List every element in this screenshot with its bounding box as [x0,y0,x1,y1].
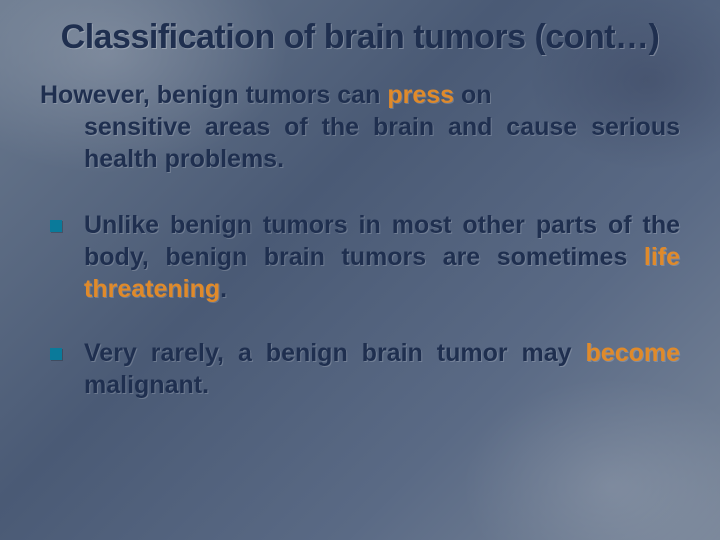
bullet-text: Unlike benign tumors in most other parts… [84,211,680,271]
lead-highlight: press [387,81,454,109]
slide: Classification of brain tumors (cont…) H… [0,0,720,540]
lead-post-line1: on [454,81,492,109]
slide-title: Classification of brain tumors (cont…) [40,18,680,57]
lead-paragraph: However, benign tumors can press on sens… [40,79,680,175]
bullet-highlight: become [586,339,680,367]
bullet-text: malignant. [84,371,209,399]
lead-post-rest: sensitive areas of the brain and cause s… [40,111,680,175]
list-item: Very rarely, a benign brain tumor may be… [40,337,680,401]
list-item: Unlike benign tumors in most other parts… [40,209,680,305]
bullet-text: . [220,275,227,303]
bullet-text: Very rarely, a benign brain tumor may [84,339,586,367]
bullet-list: Unlike benign tumors in most other parts… [40,209,680,401]
lead-pre: However, benign tumors can [40,81,387,109]
